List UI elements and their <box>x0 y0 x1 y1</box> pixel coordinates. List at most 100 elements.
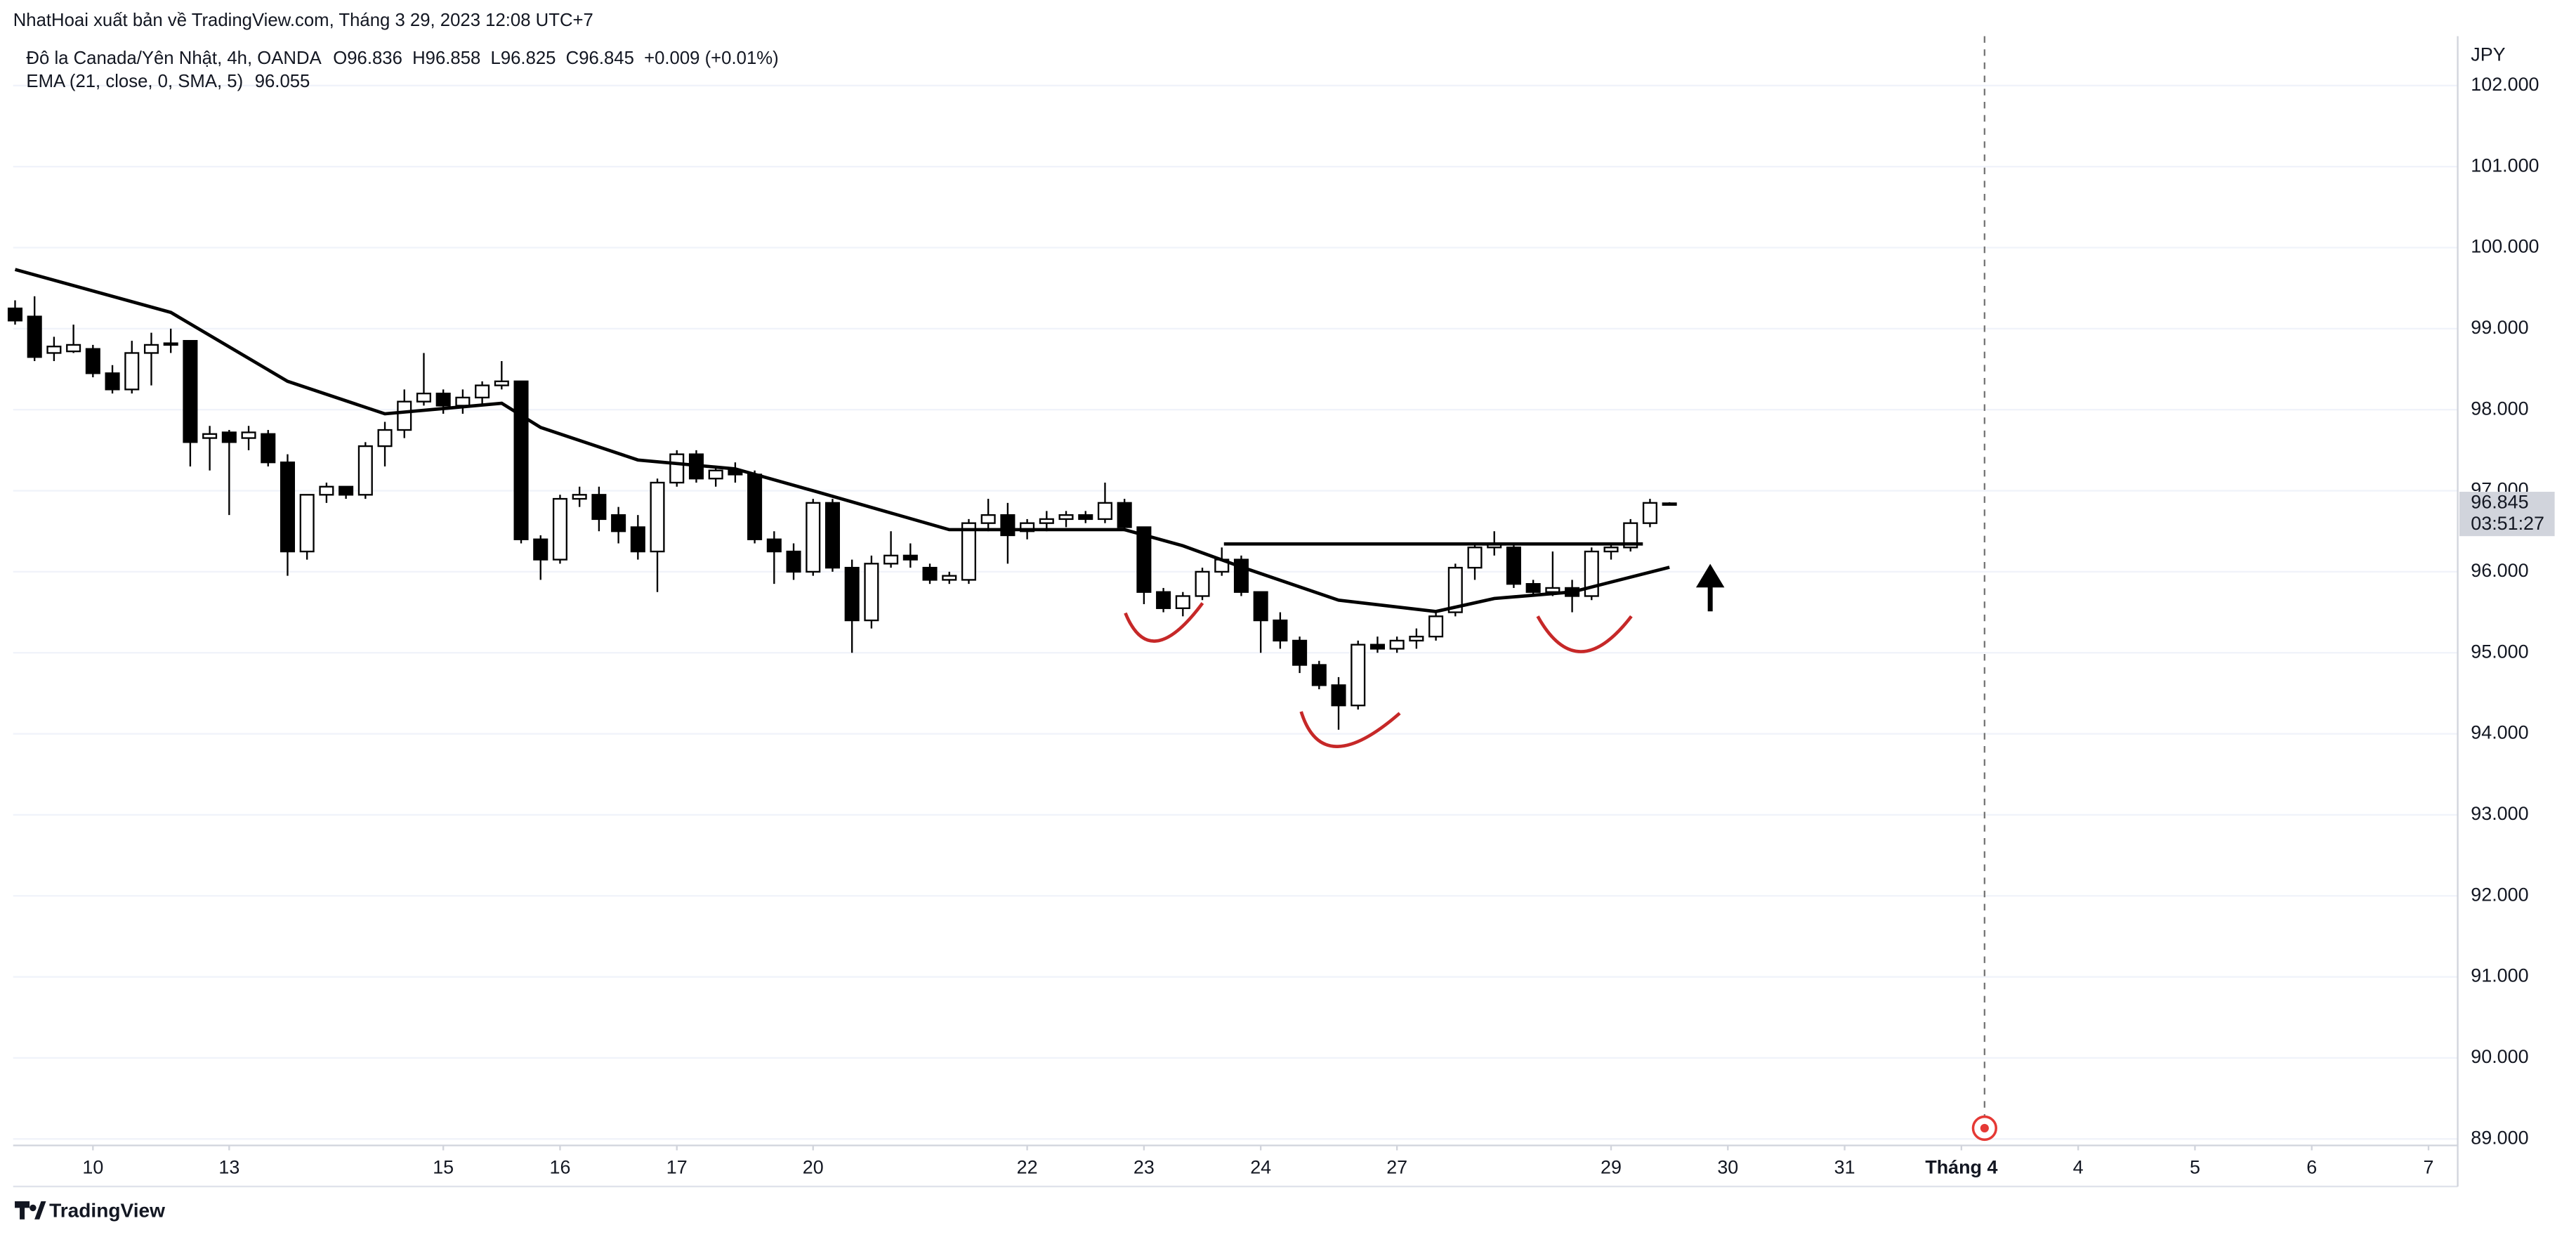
price-label-box <box>2459 492 2555 537</box>
candle-body <box>339 485 354 496</box>
candle-body <box>163 342 178 346</box>
y-tick-label: 98.000 <box>2471 398 2528 419</box>
candle-body <box>85 348 100 374</box>
x-tick-label: 16 <box>550 1156 571 1177</box>
x-tick-label: 29 <box>1601 1156 1622 1177</box>
candle-body <box>280 462 296 553</box>
candle-body <box>1195 570 1210 597</box>
candle-body <box>1545 587 1560 593</box>
candle-body <box>1428 615 1444 638</box>
candle-body <box>66 344 81 353</box>
x-tick-label: 27 <box>1386 1156 1407 1177</box>
open-label: O96.836 <box>333 48 402 68</box>
candle-body <box>1409 635 1424 642</box>
logo <box>15 1201 46 1220</box>
candle-body <box>806 502 821 573</box>
candle-body <box>7 307 23 322</box>
price-label: 96.845 03:51:27 <box>2459 492 2555 537</box>
x-tick-label: 22 <box>1017 1156 1038 1177</box>
candle-body <box>922 566 938 581</box>
candle-body <box>572 494 587 500</box>
candle-body <box>105 372 120 391</box>
legend-ema: EMA (21, close, 0, SMA, 5) 96.055 <box>26 72 310 91</box>
candle-body <box>1467 547 1483 569</box>
ema-value: 96.055 <box>255 72 310 91</box>
y-tick-label: 93.000 <box>2471 803 2528 824</box>
x-tick-label: 24 <box>1250 1156 1271 1177</box>
candle-body <box>183 339 198 443</box>
y-tick-label: 92.000 <box>2471 884 2528 905</box>
y-tick-label: 100.000 <box>2471 236 2539 257</box>
candle-body <box>1662 502 1677 506</box>
candle-body <box>261 433 276 464</box>
candle-body <box>611 514 626 532</box>
candle-body <box>591 494 607 521</box>
candle-body <box>377 429 393 447</box>
candle-body <box>27 315 42 358</box>
y-tick-label: 90.000 <box>2471 1046 2528 1067</box>
y-tick-label: 96.000 <box>2471 560 2528 581</box>
ema-line <box>14 268 1670 613</box>
candle-body <box>961 522 976 581</box>
close-label: C96.845 <box>566 48 634 68</box>
candle-body <box>1156 591 1171 609</box>
x-tick-label: 31 <box>1834 1156 1855 1177</box>
candle-body <box>241 431 256 439</box>
candle-body <box>533 538 548 561</box>
x-tick-label: 20 <box>803 1156 824 1177</box>
candle-body <box>1058 514 1074 521</box>
grid <box>13 84 2458 1140</box>
candle-body <box>455 396 471 407</box>
candle-body <box>357 445 373 496</box>
candle-body <box>1331 684 1346 707</box>
candle-body <box>299 494 315 553</box>
candle-body <box>397 400 412 431</box>
candle-body <box>747 473 763 540</box>
candle-body <box>786 550 801 573</box>
candle-body <box>46 346 62 354</box>
x-tick-label: 6 <box>2306 1156 2317 1177</box>
candle-body <box>1311 664 1327 686</box>
x-tick-label: 17 <box>666 1156 688 1177</box>
candle-body <box>1078 514 1093 521</box>
currency: JPY <box>2471 44 2505 65</box>
candle-body <box>1292 639 1308 666</box>
candle-body <box>552 497 567 561</box>
candle-body <box>1506 547 1521 585</box>
x-tick-label: 30 <box>1717 1156 1738 1177</box>
date-marker-dot <box>1980 1123 1989 1133</box>
candle-body <box>1175 595 1190 609</box>
candle-body <box>1136 526 1152 593</box>
candle-body <box>1273 619 1288 642</box>
x-tick-label: 15 <box>433 1156 454 1177</box>
candle-body <box>1389 639 1405 650</box>
candle-body <box>650 481 665 553</box>
candle-body <box>883 554 899 565</box>
head <box>1299 711 1401 748</box>
candle-body <box>766 538 782 553</box>
x-tick-label: 4 <box>2073 1156 2084 1177</box>
x-tick-label: 13 <box>218 1156 239 1177</box>
axes: 89.000 90.000 91.000 92.000 93.000 94.000 95.0… <box>82 74 2539 1177</box>
candle-body <box>1117 502 1132 528</box>
candle-body <box>1525 583 1541 593</box>
plot <box>7 268 1677 730</box>
y-tick-label: 101.000 <box>2471 155 2539 176</box>
x-tick-label: 7 <box>2424 1156 2434 1177</box>
candle-body <box>669 453 685 484</box>
x-tick-label: Tháng 4 <box>1925 1156 1997 1177</box>
y-tick-label: 91.000 <box>2471 965 2528 986</box>
x-tick-label: 5 <box>2190 1156 2200 1177</box>
brand: TradingView <box>49 1200 165 1222</box>
footer: TradingView <box>15 1200 165 1222</box>
candle-body <box>708 469 723 480</box>
candle-body <box>416 392 432 403</box>
high-label: H96.858 <box>412 48 480 68</box>
y-tick-label: 89.000 <box>2471 1127 2528 1148</box>
countdown: 03:51:27 <box>2471 513 2544 534</box>
candle-body <box>1603 547 1619 553</box>
candle-body <box>1369 643 1385 650</box>
